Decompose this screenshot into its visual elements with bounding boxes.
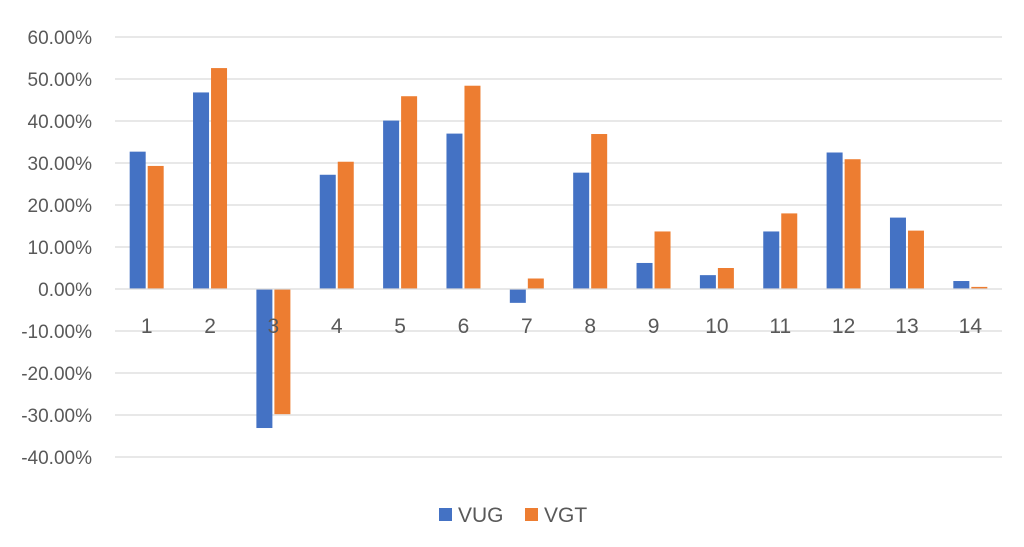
bar-vug-13 xyxy=(889,217,906,289)
x-tick-label: 1 xyxy=(141,315,153,338)
y-tick-label: 40.00% xyxy=(28,112,93,133)
bar-vug-11 xyxy=(763,231,780,289)
bar-vug-2 xyxy=(193,92,210,289)
gridlines xyxy=(115,36,1002,458)
bar-vgt-10 xyxy=(717,268,734,289)
bar-vgt-2 xyxy=(211,68,228,289)
bar-vgt-14 xyxy=(971,286,988,289)
x-axis-tick-labels: 1 2 3 4 5 6 7 8 9 10 11 12 13 14 xyxy=(141,315,982,338)
legend-swatch-vgt xyxy=(525,508,538,521)
y-tick-label: 0.00% xyxy=(38,280,92,301)
bar-vgt-1 xyxy=(147,165,164,289)
bar-vgt-4 xyxy=(337,161,354,289)
bar-vgt-6 xyxy=(464,85,481,289)
x-tick-label: 9 xyxy=(648,315,660,338)
bar-vgt-8 xyxy=(591,134,608,289)
bar-vug-1 xyxy=(129,151,146,289)
legend: VUG VGT xyxy=(439,504,587,527)
y-axis-tick-labels: 60.00% 50.00% 40.00% 30.00% 20.00% 10.00% 0.00… xyxy=(21,28,92,469)
bar-vgt-5 xyxy=(401,96,418,289)
y-tick-label: 30.00% xyxy=(28,154,93,175)
x-tick-label: 6 xyxy=(458,315,470,338)
x-tick-label: 13 xyxy=(895,315,918,338)
bar-vug-7 xyxy=(509,289,526,303)
bar-vug-14 xyxy=(953,281,970,289)
x-tick-label: 8 xyxy=(584,315,596,338)
bar-vug-6 xyxy=(446,133,463,289)
legend-swatch-vug xyxy=(439,508,452,521)
bar-vug-9 xyxy=(636,262,653,289)
y-tick-label: 20.00% xyxy=(28,196,93,217)
bar-vgt-13 xyxy=(907,230,924,289)
bar-vug-4 xyxy=(319,174,336,289)
bar-vgt-3 xyxy=(274,289,291,415)
x-tick-label: 5 xyxy=(394,315,406,338)
x-tick-label: 11 xyxy=(769,315,791,338)
bar-vug-3 xyxy=(256,289,273,429)
x-tick-label: 14 xyxy=(959,315,983,338)
x-tick-label: 4 xyxy=(331,315,343,338)
x-tick-label: 7 xyxy=(521,315,533,338)
x-tick-label: 3 xyxy=(268,315,280,338)
bar-vgt-11 xyxy=(781,213,798,289)
y-tick-label: -40.00% xyxy=(21,448,92,469)
bar-vug-12 xyxy=(826,152,843,289)
legend-label-vgt: VGT xyxy=(544,504,587,527)
bar-vgt-9 xyxy=(654,231,671,289)
y-tick-label: -10.00% xyxy=(21,322,92,343)
legend-label-vug: VUG xyxy=(458,504,504,527)
x-tick-label: 12 xyxy=(832,315,855,338)
bar-vug-5 xyxy=(383,120,400,289)
bar-vgt-7 xyxy=(527,278,544,289)
x-tick-label: 10 xyxy=(705,315,728,338)
y-tick-label: -20.00% xyxy=(21,364,92,385)
bar-vgt-12 xyxy=(844,159,861,289)
bar-vug-8 xyxy=(573,172,590,289)
y-tick-label: 10.00% xyxy=(28,238,93,259)
y-tick-label: -30.00% xyxy=(21,406,92,427)
y-tick-label: 50.00% xyxy=(28,70,93,91)
x-tick-label: 2 xyxy=(204,315,216,338)
bars xyxy=(129,68,988,429)
bar-vug-10 xyxy=(699,275,716,289)
y-tick-label: 60.00% xyxy=(28,28,93,49)
